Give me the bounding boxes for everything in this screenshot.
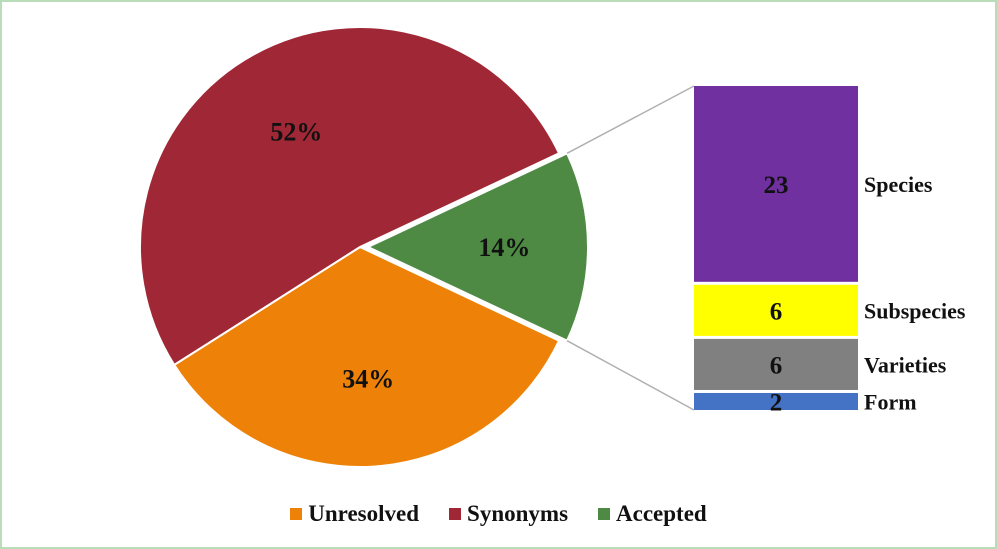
legend: Unresolved Synonyms Accepted [0, 498, 997, 530]
bar-segment-form [694, 392, 858, 410]
pie-slice-unresolved [172, 245, 561, 468]
connector-line-top [566, 85, 695, 154]
pie-slice-accepted [365, 151, 589, 343]
bar-category-varieties: Varieties [864, 352, 947, 377]
legend-item-synonyms: Synonyms [449, 501, 568, 527]
legend-item-accepted: Accepted [598, 501, 707, 527]
connector-line-bottom [566, 340, 695, 411]
bar-value-species: 23 [764, 172, 789, 199]
pie-label-synonyms: 52% [270, 117, 322, 146]
bar-value-form: 2 [770, 389, 783, 416]
bar-category-subspecies: Subspecies [864, 298, 966, 323]
bar-category-form: Form [864, 389, 917, 414]
stacked-bar: 23 Species 6 Subspecies 6 Varieties 2 Form [694, 86, 966, 416]
connector-lines [566, 85, 695, 411]
legend-label-unresolved: Unresolved [308, 501, 420, 526]
pie-chart: 14% 34% 52% [139, 26, 589, 468]
bar-value-subspecies: 6 [770, 298, 783, 325]
legend-label-synonyms: Synonyms [467, 501, 569, 526]
pie-slice-synonyms [139, 26, 561, 367]
bar-category-species: Species [864, 172, 933, 197]
legend-swatch-unresolved [290, 508, 303, 520]
bar-segment-varieties [694, 338, 858, 390]
pie-label-accepted: 14% [478, 233, 530, 262]
legend-swatch-accepted [598, 508, 611, 520]
legend-item-unresolved: Unresolved [290, 501, 419, 527]
legend-swatch-synonyms [449, 508, 462, 520]
bar-segment-subspecies [694, 284, 858, 336]
bar-value-varieties: 6 [770, 352, 783, 379]
legend-label-accepted: Accepted [616, 501, 707, 526]
pie-label-unresolved: 34% [342, 365, 394, 394]
bar-segment-species [694, 86, 858, 282]
